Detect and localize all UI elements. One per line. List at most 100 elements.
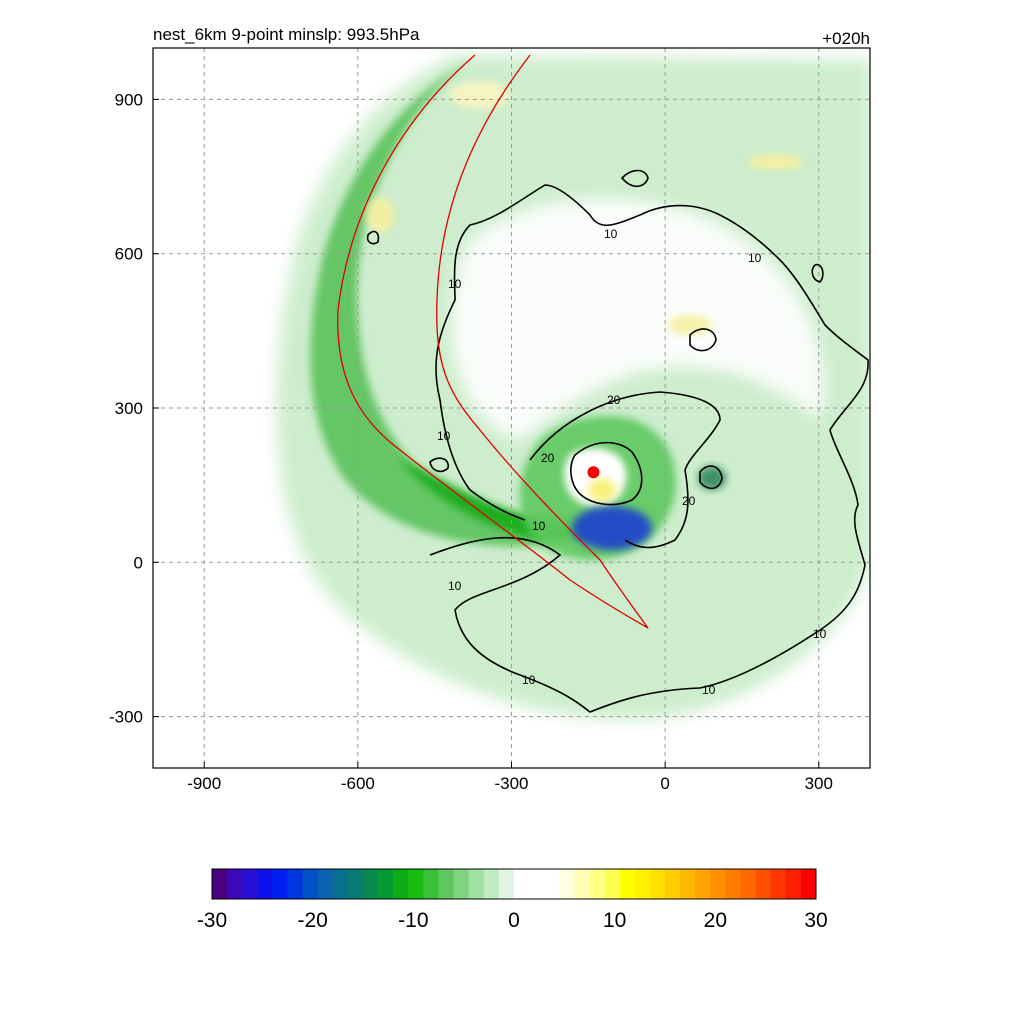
- field-yellow-patch-4: [450, 81, 510, 109]
- colorbar-swatch: [770, 869, 787, 899]
- colorbar-swatch: [755, 869, 772, 899]
- colorbar-frame: [211, 868, 817, 900]
- track-lines: [337, 54, 649, 629]
- field-positive-core: [588, 478, 616, 502]
- colorbar-tick-label: -30: [197, 909, 227, 932]
- y-tick-label: -300: [109, 708, 143, 727]
- contour-label-10-b: 10: [522, 673, 536, 687]
- storm-center-marker: [587, 466, 600, 479]
- field-yellow-patch-2: [668, 315, 712, 335]
- contour-label-10-h: 10: [437, 429, 451, 443]
- y-tick-label: 600: [115, 245, 143, 264]
- colorbar-swatch: [559, 869, 575, 899]
- colorbar-swatch: [363, 869, 379, 899]
- y-tick-label: 300: [115, 399, 143, 418]
- colorbar-swatch: [302, 869, 319, 899]
- colorbar-tick-label: 20: [704, 909, 727, 932]
- colorbar-swatch: [800, 869, 817, 899]
- contour-label-10-i: 10: [532, 519, 546, 533]
- colorbar-swatch: [257, 869, 273, 899]
- colorbar-swatch: [393, 869, 409, 899]
- colorbar-swatch: [347, 869, 364, 899]
- field-rainband-green: [310, 60, 610, 547]
- colorbar-swatch: [695, 869, 711, 899]
- colorbar-swatch: [710, 869, 726, 899]
- contour-10-main: [429, 184, 869, 713]
- colorbar-tick-label: 0: [508, 909, 520, 932]
- colorbar-swatch: [649, 869, 666, 899]
- colorbar-swatch: [438, 869, 455, 899]
- colorbar-swatch: [483, 869, 500, 899]
- shaded-field: [276, 55, 870, 720]
- colorbar-swatch: [332, 869, 349, 899]
- x-tick-label: -600: [341, 774, 375, 793]
- y-tick-label: 0: [134, 553, 143, 572]
- contour-blob-6: [811, 263, 824, 283]
- x-tick-label: 300: [805, 774, 833, 793]
- colorbar-swatch: [680, 869, 696, 899]
- colorbar-swatch: [634, 869, 651, 899]
- colorbar-swatch: [242, 869, 258, 899]
- colorbar-swatch: [785, 869, 802, 899]
- colorbar-swatch: [378, 869, 394, 899]
- contour-label-10-e: 10: [448, 277, 462, 291]
- colorbar-swatch: [468, 869, 485, 899]
- contour-blob-5: [366, 230, 380, 245]
- contour-blob-4: [429, 457, 449, 473]
- colorbar-swatch: [227, 869, 243, 899]
- chart-title: nest_6km 9-point minslp: 993.5hPa: [153, 25, 420, 44]
- contour-blob-3: [699, 465, 723, 490]
- colorbar-swatch: [287, 869, 304, 899]
- contour-label-10-c: 10: [702, 683, 716, 697]
- y-tick-label: 900: [115, 90, 143, 109]
- colorbar-swatch: [619, 869, 636, 899]
- colorbar: -30 -20 -10 0 10 20 30: [197, 868, 828, 932]
- contour-labels: 10 10 10 10 10 10 10 10 20 20 20 10: [437, 227, 827, 697]
- colorbar-swatch: [589, 869, 606, 899]
- contour-label-10-a: 10: [448, 579, 462, 593]
- colorbar-swatch: [725, 869, 741, 899]
- plot-area: 10 10 10 10 10 10 10 10 20 20 20 10: [153, 48, 870, 768]
- colorbar-swatch: [529, 869, 545, 899]
- time-label: +020h: [822, 29, 870, 48]
- contour-label-10-d: 10: [813, 627, 827, 641]
- colorbar-tick-label: 30: [804, 909, 827, 932]
- colorbar-swatch: [317, 869, 334, 899]
- colorbar-swatch: [423, 869, 439, 899]
- colorbar-tick-label: 10: [603, 909, 626, 932]
- contour-label-20-b: 20: [541, 451, 555, 465]
- contour-label-20-a: 20: [607, 393, 621, 407]
- colorbar-swatch: [272, 869, 288, 899]
- colorbar-tick-label: -20: [297, 909, 327, 932]
- contour-blob-2: [689, 328, 717, 352]
- field-yellow-patch-3: [747, 154, 803, 170]
- colorbar-swatch: [408, 869, 424, 899]
- field-negative-core: [572, 506, 652, 550]
- x-tick-label: -900: [187, 774, 221, 793]
- colorbar-swatch: [453, 869, 470, 899]
- contour-20-outer: [529, 391, 721, 549]
- y-axis: 900 600 300 0 -300: [109, 90, 159, 727]
- field-inner-clear: [451, 198, 824, 440]
- contour-label-10-f: 10: [604, 227, 618, 241]
- colorbar-tick-label: -10: [398, 909, 428, 932]
- colorbar-swatch: [665, 869, 681, 899]
- track-line-inner: [436, 54, 649, 629]
- colorbar-swatch: [212, 869, 228, 899]
- contour-blob-1: [620, 169, 649, 188]
- field-yellow-patch-1: [366, 197, 394, 233]
- x-axis: -900 -600 -300 0 300: [187, 762, 833, 793]
- track-line-outer: [337, 54, 649, 629]
- contour-20-inner: [570, 441, 643, 506]
- x-tick-label: 0: [660, 774, 669, 793]
- contour-label-20-c: 20: [682, 494, 696, 508]
- colorbar-swatch: [498, 869, 515, 899]
- colorbar-swatch: [514, 869, 530, 899]
- contour-label-10-g: 10: [748, 251, 762, 265]
- contours: [366, 169, 869, 713]
- colorbar-swatch: [740, 869, 757, 899]
- x-tick-label: -300: [494, 774, 528, 793]
- grid: [153, 48, 870, 768]
